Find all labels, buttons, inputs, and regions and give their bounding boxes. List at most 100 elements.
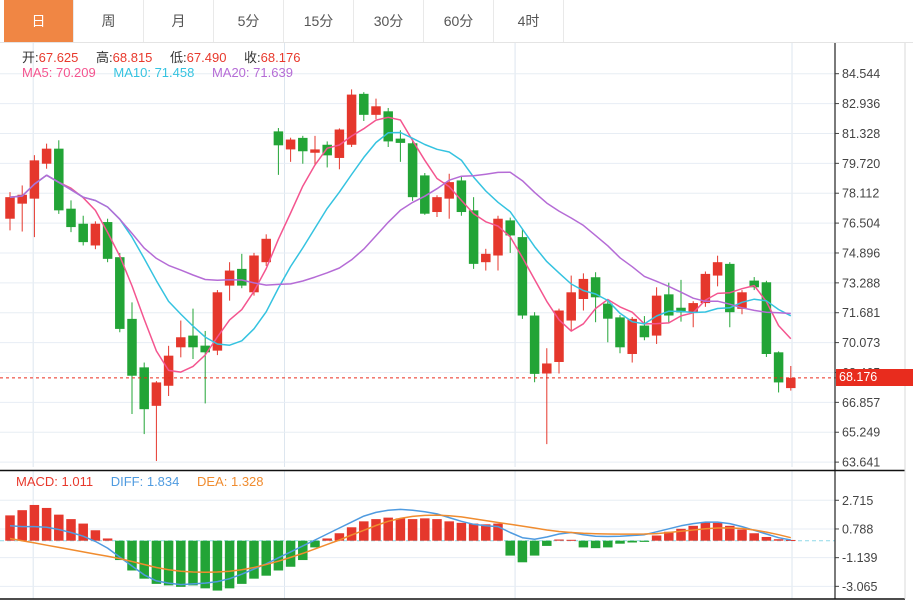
- macd-bar: [115, 540, 125, 561]
- dea-line: [9, 514, 791, 574]
- candle-body: [420, 175, 430, 214]
- price-axis-tick-label: 63.641: [842, 456, 880, 470]
- macd-bar: [90, 530, 101, 541]
- candle-body: [761, 282, 772, 354]
- candle-body: [310, 149, 320, 153]
- diff-value: 1.834: [146, 474, 180, 489]
- candle-body: [346, 94, 357, 145]
- candle-body: [151, 382, 162, 406]
- candle-body: [285, 139, 296, 150]
- diff-line: [9, 508, 791, 586]
- candle-body: [371, 106, 381, 115]
- macd-bar: [517, 540, 528, 563]
- diff-label: DIFF:: [110, 474, 144, 489]
- macd-bar: [163, 540, 174, 586]
- candle-body: [444, 182, 454, 199]
- candle-body: [261, 238, 271, 263]
- candle-body: [334, 129, 345, 158]
- close-value: 68.176: [260, 50, 301, 65]
- macd-bar: [529, 540, 540, 556]
- candle-body: [212, 292, 223, 351]
- macd-bar: [505, 540, 515, 556]
- macd-bar: [749, 533, 759, 541]
- macd-bar: [639, 540, 650, 542]
- candle-body: [615, 317, 625, 348]
- macd-bar: [786, 539, 796, 541]
- high-value: 68.815: [112, 50, 153, 65]
- candle-body: [554, 310, 564, 362]
- candle-body: [749, 280, 759, 288]
- candle-body: [737, 292, 747, 309]
- candle-body: [786, 377, 796, 389]
- candle-body: [115, 257, 125, 329]
- price-axis-tick-label: 84.544: [842, 67, 880, 81]
- price-axis-tick-label: 76.504: [842, 217, 880, 231]
- macd-bar: [725, 525, 735, 541]
- price-axis-tick-label: 66.857: [842, 396, 880, 410]
- macd-bar: [261, 540, 271, 576]
- price-axis-tick-label: 74.896: [842, 246, 880, 260]
- macd-bar: [603, 540, 613, 548]
- tab-60min[interactable]: 60分: [424, 0, 494, 42]
- candle-body: [529, 315, 540, 374]
- tab-weekly[interactable]: 周: [74, 0, 144, 42]
- macd-bar: [407, 519, 418, 541]
- candles-group: [5, 89, 796, 462]
- macd-bar: [383, 517, 393, 541]
- ma20-line: [9, 171, 791, 315]
- macd-bar: [688, 525, 698, 541]
- candle-body: [517, 237, 528, 316]
- candle-body: [639, 325, 650, 338]
- candle-body: [481, 253, 491, 263]
- candle-body: [224, 270, 235, 286]
- tab-monthly[interactable]: 月: [144, 0, 214, 42]
- macd-bar: [444, 521, 454, 541]
- tab-15min[interactable]: 15分: [284, 0, 354, 42]
- price-axis-tick-label: 70.073: [842, 336, 880, 350]
- ma5-label: MA5:: [22, 65, 53, 80]
- overlay-lines: [0, 116, 837, 586]
- ma-legend: MA5: 70.209 MA10: 71.458 MA20: 71.639: [22, 65, 307, 80]
- macd-bar: [212, 540, 223, 591]
- macd-bar: [664, 531, 674, 541]
- candle-body: [566, 292, 576, 321]
- ma10-value: 71.458: [154, 65, 195, 80]
- macd-bar: [176, 540, 186, 587]
- tab-5min[interactable]: 5分: [214, 0, 284, 42]
- macd-bar: [456, 522, 467, 541]
- macd-bar: [139, 540, 149, 579]
- macd-axis-tick-label: -1.139: [842, 551, 877, 565]
- macd-bar: [737, 529, 747, 541]
- macd-bar: [700, 522, 711, 541]
- candle-body: [66, 208, 76, 228]
- macd-bar: [371, 519, 381, 541]
- candle-body: [188, 335, 198, 348]
- dea-label: DEA:: [197, 474, 228, 489]
- candle-body: [407, 143, 418, 198]
- macd-bar: [493, 523, 503, 541]
- candle-body: [456, 180, 467, 213]
- macd-bar: [615, 540, 625, 544]
- candle-body: [590, 277, 601, 298]
- macd-bar: [542, 540, 552, 546]
- macd-bar: [590, 540, 601, 549]
- tab-daily[interactable]: 日: [4, 0, 74, 42]
- candle-body: [102, 222, 113, 259]
- macd-bar: [712, 522, 723, 541]
- candle-body: [712, 262, 723, 276]
- low-value: 67.490: [186, 50, 227, 65]
- tab-4hour[interactable]: 4时: [494, 0, 564, 42]
- macd-bar: [481, 524, 491, 541]
- ma10-line: [9, 131, 792, 346]
- candle-body: [725, 263, 735, 313]
- tab-30min[interactable]: 30分: [354, 0, 424, 42]
- close-label: 收:: [244, 50, 261, 65]
- open-label: 开:: [22, 50, 39, 65]
- axis: 84.544 82.936 81.328 79.720 78.112 76.504 74.8…: [0, 42, 906, 600]
- ma10-label: MA10:: [113, 65, 151, 80]
- ma20-value: 71.639: [253, 65, 293, 80]
- macd-bar: [102, 538, 113, 541]
- macd-bar: [578, 540, 589, 548]
- ma5-line: [9, 116, 792, 373]
